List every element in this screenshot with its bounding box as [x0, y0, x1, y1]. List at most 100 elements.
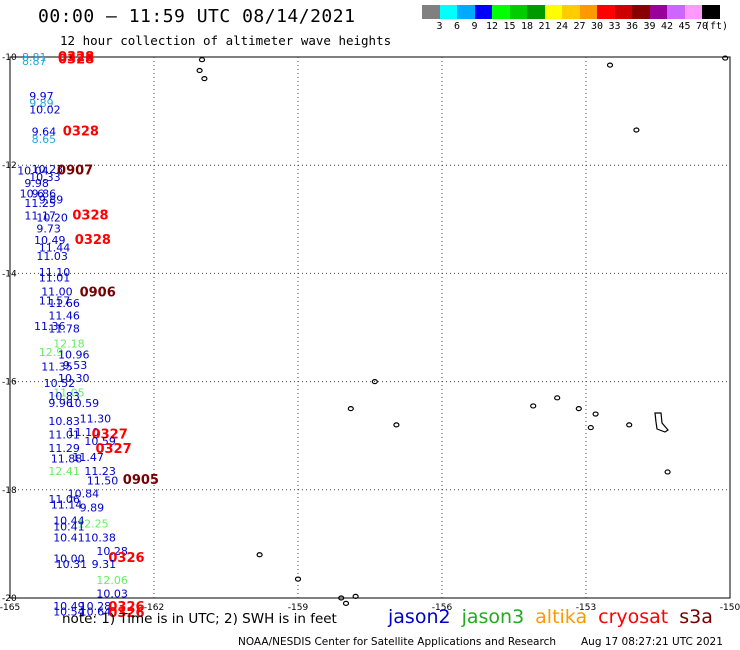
- wave-height-label: 10.02: [29, 103, 61, 116]
- pass-time-label: 0328: [72, 209, 108, 224]
- island-outline: [352, 593, 359, 599]
- wave-height-label: 12.9: [39, 346, 64, 359]
- wave-height-label: 11.44: [39, 241, 71, 254]
- wave-height-label: 11.01: [48, 429, 80, 442]
- wave-height-label: 11.14: [51, 498, 83, 511]
- wave-height-label: 9.89: [80, 502, 105, 515]
- colorbar-swatch: [702, 5, 720, 19]
- wave-height-label: 10.49: [34, 234, 66, 247]
- wave-height-label: 11.00: [41, 285, 72, 298]
- island-outline: [606, 62, 614, 68]
- wave-height-label: 11.88: [51, 452, 83, 465]
- island-outline: [198, 57, 206, 63]
- colorbar-label: 30: [590, 21, 604, 32]
- colorbar-label: 3: [436, 21, 443, 32]
- wave-height-label: 9.89: [39, 193, 64, 206]
- wave-height-label: 11.30: [80, 412, 112, 425]
- satellite-legend: jason2 jason3 altika cryosat s3a: [388, 606, 724, 628]
- lat-tick-label: -12: [2, 161, 17, 171]
- island-outline: [592, 411, 599, 417]
- colorbar-swatch: [649, 5, 667, 19]
- legend-altika: altika: [535, 606, 588, 628]
- colorbar-swatch: [667, 5, 685, 19]
- wave-height-label: 10.83: [48, 415, 80, 428]
- wave-height-label: 10.54: [53, 606, 84, 619]
- units-note: note: 1) Time is in UTC; 2) SWH is in fe…: [62, 611, 337, 627]
- map-frame: [9, 56, 731, 599]
- wave-height-label: 10.6: [20, 187, 44, 200]
- colorbar-label: 6: [453, 21, 461, 32]
- island-outline: [587, 424, 594, 431]
- pass-time-label: 0327: [92, 428, 128, 443]
- lat-tick-label: -18: [2, 486, 17, 496]
- pass-time-label: 0328: [63, 125, 99, 140]
- wave-height-label: 10.28: [80, 600, 112, 613]
- colorbar-label: 9: [471, 21, 478, 32]
- lon-tick-label: -159: [288, 603, 309, 613]
- wave-height-label: 11.46: [48, 310, 80, 323]
- colorbar-swatch: [614, 5, 632, 19]
- wave-height-label: 10.28: [96, 545, 128, 558]
- wave-height-label: 9.86: [32, 187, 56, 200]
- wave-height-label: 9.53: [63, 359, 88, 372]
- island-outline: [530, 403, 537, 409]
- colorbar-label: 12: [485, 21, 499, 32]
- colorbar-swatch: [422, 5, 440, 19]
- wave-height-label: 10.96: [58, 349, 90, 362]
- wave-height-label: 10.00: [53, 553, 84, 566]
- island-outline: [201, 76, 208, 82]
- pass-time-label: 0905: [123, 473, 159, 488]
- lon-tick-label: -162: [144, 603, 164, 613]
- wave-height-label: 11.36: [34, 320, 66, 333]
- wave-height-label: 11.25: [24, 197, 56, 210]
- colorbar-label: 27: [573, 21, 586, 32]
- island-outline: [196, 67, 203, 74]
- wave-height-label: 9.96: [48, 397, 73, 410]
- wave-height-label: 11.05: [53, 386, 84, 399]
- wave-height-label: 11.57: [39, 294, 71, 307]
- wave-height-label: 8.87: [22, 55, 47, 68]
- legend-cryosat: cryosat: [598, 606, 669, 628]
- colorbar-swatch: [492, 5, 510, 19]
- colorbar-swatch: [684, 5, 702, 19]
- wave-height-label: 11.10: [39, 266, 71, 279]
- wave-height-label: 9.31: [92, 558, 117, 571]
- wave-height-label: 11.47: [72, 451, 104, 464]
- pass-time-label: 0328: [58, 53, 94, 68]
- colorbar-swatch: [527, 5, 545, 19]
- wave-height-label: 10.59: [68, 397, 100, 410]
- island-outline: [256, 552, 263, 558]
- lon-tick-label: -165: [0, 603, 20, 613]
- wave-height-label: 8.65: [32, 133, 56, 146]
- wave-height-label: 10.64: [80, 606, 112, 619]
- wave-height-label: 11.06: [48, 493, 80, 506]
- legend-jason2: jason2: [388, 606, 451, 628]
- lat-tick-label: -16: [2, 378, 17, 388]
- wave-height-label: 10.49: [53, 600, 84, 613]
- colorbar-swatch: [439, 5, 457, 19]
- wave-height-label: 11.10: [68, 426, 100, 439]
- colorbar-swatch: [562, 5, 580, 19]
- wave-height-label: 10.84: [68, 488, 100, 501]
- colorbar-label: 21: [538, 21, 551, 32]
- island-outline: [393, 422, 400, 428]
- colorbar-label: 39: [643, 21, 656, 32]
- colorbar-label: (ft): [703, 21, 729, 32]
- colorbar-swatch: [509, 5, 527, 19]
- wave-height-label: 11.78: [48, 323, 80, 336]
- wave-height-label: 11.66: [48, 297, 80, 310]
- lon-tick-label: -153: [576, 603, 596, 613]
- island-outline: [294, 576, 302, 582]
- pass-time-label: 0328: [58, 50, 94, 65]
- wave-height-label: 11.29: [48, 442, 80, 455]
- wave-height-label: 10.03: [96, 588, 128, 601]
- legend-s3a: s3a: [679, 606, 713, 628]
- wave-height-label: 9.97: [29, 90, 54, 103]
- wave-height-label: 10.59: [84, 435, 116, 448]
- pass-time-label: 0328: [75, 233, 111, 248]
- wave-height-label: 10.20: [36, 212, 68, 225]
- wave-height-label: 10.44: [53, 515, 84, 528]
- wave-height-colorbar: [422, 5, 720, 19]
- island-outline: [664, 469, 671, 475]
- colorbar-label: 70: [695, 21, 709, 32]
